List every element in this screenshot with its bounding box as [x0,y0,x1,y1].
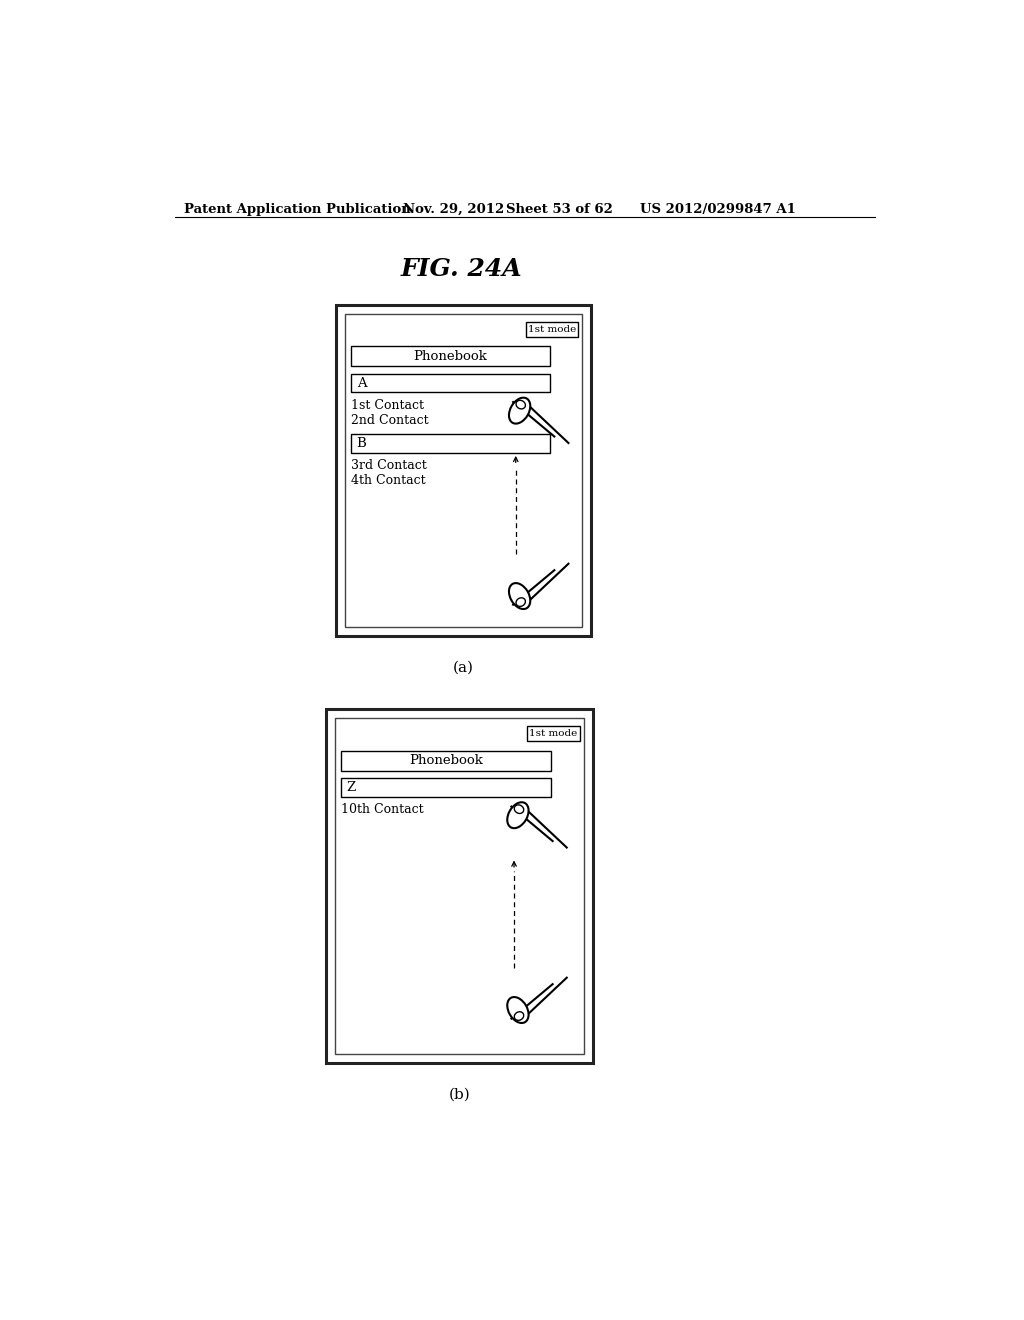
Text: 10th Contact: 10th Contact [341,803,424,816]
Bar [341,779,551,797]
Text: 3rd Contact: 3rd Contact [351,459,427,471]
Ellipse shape [507,803,528,828]
Ellipse shape [514,1011,523,1020]
Bar [326,709,593,1063]
Text: Sheet 53 of 62: Sheet 53 of 62 [506,203,613,216]
Text: Phonebook: Phonebook [414,350,487,363]
Bar [345,314,583,627]
Text: B: B [356,437,367,450]
Bar [525,322,579,337]
Text: US 2012/0299847 A1: US 2012/0299847 A1 [640,203,796,216]
Text: Patent Application Publication: Patent Application Publication [183,203,411,216]
Text: A: A [356,376,367,389]
Text: 4th Contact: 4th Contact [351,474,426,487]
Text: 1st mode: 1st mode [529,729,578,738]
Text: Z: Z [346,781,355,795]
Ellipse shape [514,805,523,813]
Bar [336,305,592,636]
Ellipse shape [516,400,525,409]
Text: 1st mode: 1st mode [527,325,577,334]
Text: FIG. 24A: FIG. 24A [400,257,522,281]
Bar [351,434,550,453]
Text: Phonebook: Phonebook [410,754,483,767]
Ellipse shape [507,997,528,1023]
Text: 2nd Contact: 2nd Contact [351,414,429,428]
Ellipse shape [509,397,530,424]
Text: 1st Contact: 1st Contact [351,399,424,412]
Text: (b): (b) [449,1088,470,1102]
Text: (a): (a) [453,660,474,675]
Bar [351,346,550,367]
Bar [351,374,550,392]
Ellipse shape [516,598,525,606]
Text: Nov. 29, 2012: Nov. 29, 2012 [403,203,505,216]
Bar [341,751,551,771]
Bar [527,726,580,742]
Ellipse shape [509,583,530,609]
Bar [335,718,584,1053]
